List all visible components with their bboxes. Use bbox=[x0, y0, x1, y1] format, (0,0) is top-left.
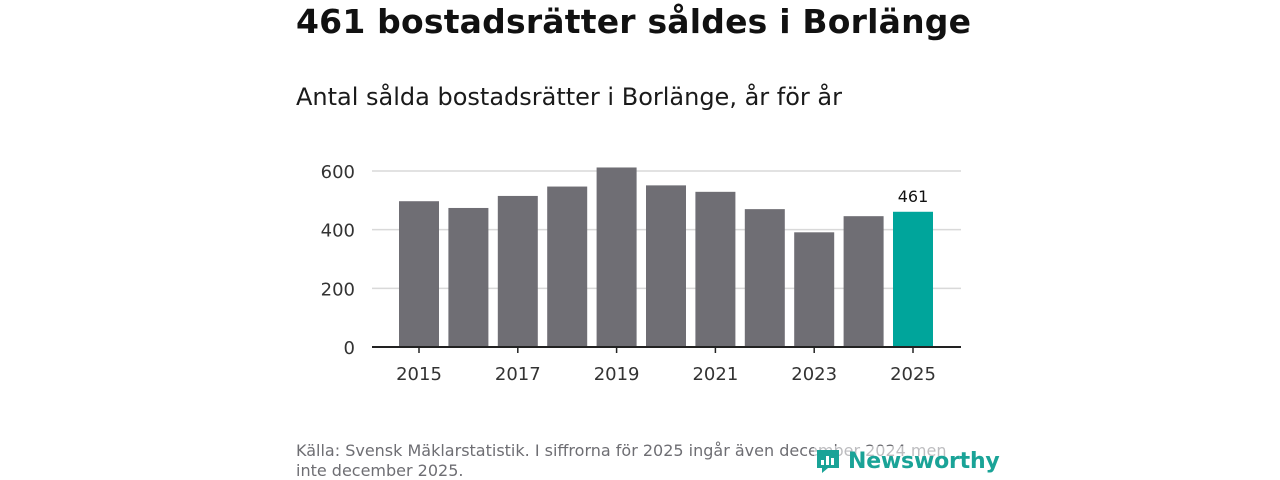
bar-2021 bbox=[695, 191, 736, 347]
bar-2022 bbox=[744, 209, 785, 347]
x-tick-label-2015: 2015 bbox=[396, 364, 442, 385]
y-tick-label-600: 600 bbox=[321, 162, 355, 183]
y-tick-label-200: 200 bbox=[321, 279, 355, 300]
bar-2023 bbox=[794, 232, 835, 347]
x-tick-label-2023: 2023 bbox=[791, 364, 837, 385]
bar-2015 bbox=[399, 201, 439, 347]
x-tick-label-2019: 2019 bbox=[594, 364, 640, 385]
newsworthy-logo-text: Newsworthy bbox=[848, 448, 1000, 474]
x-tick-label-2017: 2017 bbox=[495, 364, 541, 385]
bar-2019 bbox=[596, 167, 637, 347]
x-tick-label-2021: 2021 bbox=[692, 364, 738, 385]
bar-2020 bbox=[646, 185, 686, 347]
bar-2016 bbox=[448, 207, 489, 347]
y-tick-label-400: 400 bbox=[321, 221, 355, 242]
chart-title: 461 bostadsrätter såldes i Borlänge bbox=[296, 2, 972, 41]
data-label-2025: 461 bbox=[898, 187, 929, 206]
source-note: Källa: Svensk Mäklarstatistik. I siffror… bbox=[296, 441, 947, 480]
chart-subtitle: Antal sålda bostadsrätter i Borlänge, år… bbox=[296, 83, 842, 111]
x-tick-label-2025: 2025 bbox=[890, 364, 936, 385]
newsworthy-logo-icon bbox=[817, 450, 839, 473]
bar-2017 bbox=[497, 195, 538, 347]
bar-2018 bbox=[547, 186, 588, 347]
y-tick-label-0: 0 bbox=[344, 338, 355, 359]
bar-2025 bbox=[893, 211, 933, 347]
bar-2024 bbox=[843, 216, 884, 347]
newsworthy-logo: Newsworthy bbox=[814, 446, 1000, 476]
